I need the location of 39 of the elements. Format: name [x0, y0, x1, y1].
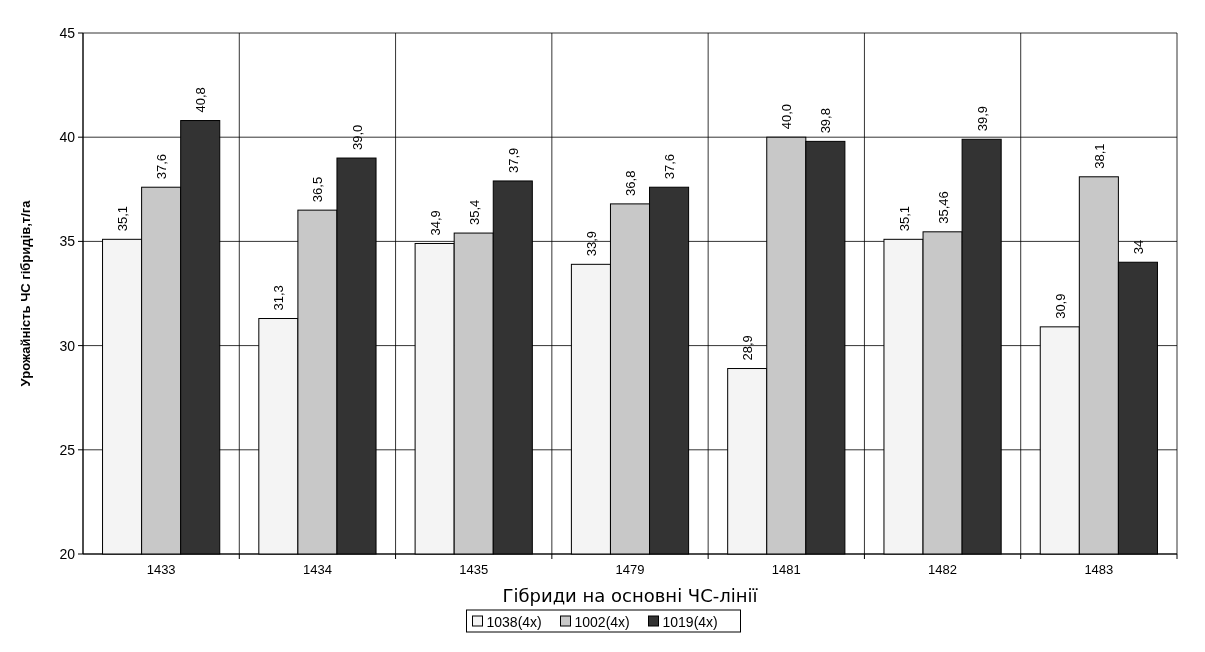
data-label: 39,9: [974, 105, 990, 132]
y-axis-title: Урожайність ЧС гібридів,т/га: [18, 199, 33, 387]
x-tick-label: 1483: [1084, 562, 1114, 577]
data-label: 37,6: [662, 153, 678, 180]
data-label: 35,1: [115, 206, 131, 232]
data-label: 40,8: [193, 87, 209, 113]
data-label: 30,9: [1052, 293, 1068, 319]
data-label: 33,9: [583, 231, 599, 257]
y-tick-label: 25: [59, 441, 76, 458]
y-tick-label: 40: [59, 129, 76, 146]
data-label: 39,0: [349, 124, 365, 151]
x-axis-title: Гібриди на основні ЧС-лінії: [502, 585, 759, 606]
data-label: 35,1: [896, 206, 912, 232]
data-label: 39,8: [818, 108, 834, 134]
data-label: 31,3: [271, 285, 287, 311]
data-label: 37,9: [505, 147, 521, 173]
data-label: 35,46: [935, 191, 951, 224]
y-tick-label: 20: [59, 545, 76, 562]
data-label: 28,9: [740, 335, 756, 361]
data-label: 38,1: [1091, 143, 1107, 169]
legend-label: 1038(4x): [486, 613, 542, 630]
data-label: 34: [1130, 239, 1146, 255]
y-tick-label: 30: [59, 337, 76, 354]
x-tick-label: 1479: [615, 562, 645, 577]
x-tick-label: 1435: [459, 562, 489, 577]
x-tick-label: 1434: [302, 562, 332, 577]
data-label: 36,8: [623, 170, 638, 196]
legend-label: 1019(4x): [662, 613, 718, 630]
x-tick-label: 1482: [928, 562, 958, 577]
x-tick-label: 1481: [771, 562, 801, 577]
data-label: 36,5: [310, 176, 326, 203]
y-tick-label: 35: [59, 233, 76, 250]
x-tick-label: 1433: [146, 562, 176, 577]
data-label: 35,4: [466, 199, 482, 226]
legend-label: 1002(4x): [574, 613, 630, 630]
data-label: 40,0: [779, 103, 795, 130]
y-tick-label: 45: [59, 24, 76, 41]
data-label: 37,6: [154, 153, 170, 180]
data-label: 34,9: [427, 210, 443, 236]
